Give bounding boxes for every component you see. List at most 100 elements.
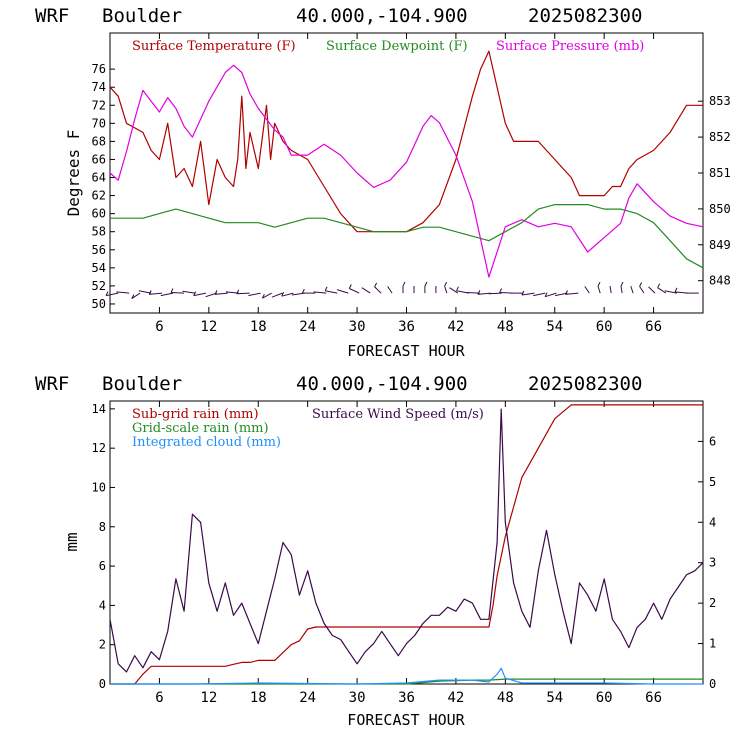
wind-barb	[639, 286, 645, 294]
wind-barb-flag	[281, 291, 285, 297]
bottom-y2tick-label: 4	[709, 515, 716, 529]
bottom-model-label: WRF	[35, 373, 69, 395]
bottom-y2tick-label: 6	[709, 434, 716, 448]
wind-barb	[225, 291, 239, 294]
legend-dewpoint: Surface Dewpoint (F)	[326, 39, 468, 54]
bottom-xtick-label: 30	[349, 690, 366, 706]
wind-barb	[336, 289, 349, 294]
top-run-label: 2025082300	[528, 5, 642, 27]
bottom-xtick-label: 54	[546, 690, 563, 706]
wind-barb-flag	[301, 288, 305, 294]
top-ytick-label: 64	[92, 171, 106, 185]
wind-barb	[193, 292, 207, 297]
legend-gridscale-rain: Grid-scale rain (mm)	[132, 421, 269, 436]
top-ytick-label: 68	[92, 134, 106, 148]
wind-barb	[387, 286, 393, 294]
bottom-ytick-label: 0	[99, 677, 106, 691]
bottom-xtick-label: 12	[200, 690, 217, 706]
wind-barb-flag	[324, 286, 328, 291]
top-xtick-label: 42	[447, 319, 464, 335]
bottom-y2tick-label: 0	[709, 677, 716, 691]
bottom-ytick-label: 10	[92, 480, 106, 494]
wind-barb	[281, 292, 294, 297]
legend-integrated-cloud: Integrated cloud (mm)	[132, 435, 281, 450]
wind-barb	[609, 285, 612, 294]
wind-barb	[271, 292, 283, 298]
wind-barb	[236, 292, 250, 295]
wind-barb	[214, 292, 228, 295]
bottom-xtick-label: 18	[250, 690, 267, 706]
wind-barb	[349, 288, 360, 294]
wind-barb	[444, 285, 448, 294]
wind-barb-flag	[521, 290, 525, 296]
bottom-series-wind-speed	[109, 408, 704, 673]
wind-barb	[105, 292, 119, 297]
wind-barb-flag	[444, 281, 448, 287]
top-xtick-label: 18	[250, 319, 267, 335]
top-coords-label: 40.000,-104.900	[296, 5, 468, 27]
bottom-x-axis-label: FORECAST HOUR	[347, 711, 465, 729]
legend-temperature: Surface Temperature (F)	[132, 39, 296, 54]
wind-barb	[597, 285, 601, 294]
wind-barb	[648, 286, 656, 294]
wind-barb-flag	[148, 290, 152, 295]
top-xtick-label: 24	[299, 319, 316, 335]
bottom-xtick-label: 6	[155, 690, 163, 706]
wind-barb	[449, 287, 459, 294]
top-xtick-label: 54	[546, 319, 563, 335]
bottom-ytick-label: 2	[99, 638, 106, 652]
top-legend: Surface Temperature (F) Surface Dewpoint…	[132, 39, 644, 54]
wind-barb-flag	[657, 283, 661, 288]
top-x-axis-label: FORECAST HOUR	[347, 342, 465, 360]
wind-barb	[138, 290, 152, 294]
wind-barb	[466, 292, 480, 294]
wind-barb	[170, 292, 185, 294]
wind-barb	[160, 292, 174, 297]
legend-wind-speed: Surface Wind Speed (m/s)	[312, 407, 484, 422]
bottom-series-integrated-cloud	[110, 667, 703, 685]
bottom-coords-label: 40.000,-104.900	[296, 373, 468, 395]
wind-barb	[555, 292, 568, 297]
wind-barb	[620, 285, 623, 294]
top-ytick-label: 52	[92, 279, 106, 293]
wind-barb	[584, 286, 590, 294]
bottom-xtick-label: 66	[645, 690, 662, 706]
top-ytick-label: 60	[92, 207, 106, 221]
wind-barb-flag	[261, 293, 265, 299]
wind-barb	[456, 290, 469, 294]
top-panel-header: WRF Boulder 40.000,-104.900 2025082300	[35, 5, 642, 27]
bottom-ytick-label: 8	[99, 520, 106, 534]
top-series-pressure	[109, 64, 704, 278]
top-y-axis-label: Degrees F	[64, 130, 83, 217]
wind-barb-flag	[674, 287, 678, 293]
bottom-y2tick-label: 1	[709, 637, 716, 651]
wind-barb	[499, 292, 513, 294]
wind-barb	[630, 285, 634, 294]
bottom-ytick-label: 12	[92, 441, 106, 455]
wind-barb	[533, 292, 546, 297]
top-ytick-label: 62	[92, 189, 106, 203]
legend-pressure: Surface Pressure (mb)	[496, 39, 644, 54]
wind-barb-flag	[236, 289, 240, 295]
top-plot-frame	[109, 32, 704, 314]
wind-barb	[325, 290, 338, 294]
wind-barb	[664, 290, 677, 294]
wind-barb	[116, 291, 130, 294]
wind-barb-flag	[499, 288, 503, 293]
wind-barb	[313, 291, 327, 294]
top-y2tick-label: 853	[709, 94, 731, 108]
top-y2tick-label: 849	[709, 238, 731, 252]
wind-barb-flag	[620, 281, 624, 287]
wind-barb-flag	[424, 281, 428, 287]
wind-barb	[657, 287, 667, 294]
top-xtick-label: 66	[645, 319, 662, 335]
wind-barb	[477, 292, 491, 295]
wind-barb-flag	[348, 284, 352, 289]
wind-barb-flag	[597, 281, 601, 287]
bottom-series-subgrid-rain	[110, 404, 703, 685]
top-ytick-label: 76	[92, 62, 106, 76]
wind-barb	[521, 292, 535, 296]
bottom-y2tick-label: 2	[709, 596, 716, 610]
top-xtick-label: 12	[200, 319, 217, 335]
